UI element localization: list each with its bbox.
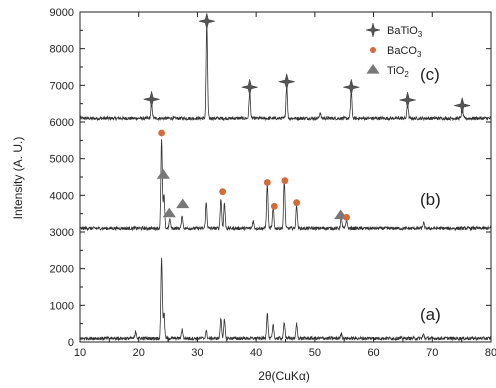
- legend-label-text: BaCO: [387, 45, 417, 57]
- legend-label-text: TiO: [387, 65, 405, 77]
- circle-marker-1-7: [281, 177, 289, 185]
- legend-label-0: BaTiO3: [387, 25, 423, 39]
- series-line-1: [79, 139, 492, 232]
- star-marker-0-2: [241, 79, 258, 96]
- legend-label-subscript: 3: [417, 50, 422, 59]
- circle-marker-1-5: [263, 179, 271, 186]
- star-marker-0-0: [143, 91, 160, 108]
- y-tick-label-5: 5000: [50, 154, 74, 166]
- legend-star-icon: [365, 22, 381, 38]
- star-marker-0-5: [399, 91, 416, 109]
- star-marker-0-1: [198, 13, 215, 30]
- x-tick-label-0: 10: [74, 347, 86, 359]
- legend-label-subscript: 3: [418, 30, 423, 39]
- triangle-marker-1-3: [176, 198, 190, 209]
- x-tick-label-6: 70: [426, 347, 438, 359]
- legend-label-subscript: 2: [404, 70, 409, 79]
- series-label-1: (b): [420, 190, 441, 209]
- x-tick-label-7: 80: [485, 347, 496, 359]
- legend-label-2: TiO2: [387, 65, 409, 79]
- axes: [79, 11, 492, 343]
- y-axis-label: Intensity (A. U.): [11, 137, 25, 220]
- star-marker-0-3: [278, 73, 295, 90]
- series-curves: [79, 23, 492, 342]
- triangle-marker-1-2: [162, 207, 176, 218]
- series-line-0: [79, 23, 491, 122]
- series-label-2: (a): [420, 305, 441, 324]
- tick-labels: 10 20 30 40 50 60 70 80 0 1000 2000 3000 4000 5000 600…: [50, 7, 496, 359]
- x-tick-label-1: 20: [133, 347, 145, 359]
- triangle-marker-1-1: [156, 169, 170, 179]
- y-tick-label-0: 0: [68, 337, 74, 349]
- legend-circle-icon: [370, 47, 376, 53]
- star-marker-0-6: [454, 97, 471, 114]
- legend-label-1: BaCO3: [387, 45, 422, 59]
- y-tick-label-9: 9000: [50, 7, 74, 19]
- peak-markers: [143, 13, 471, 221]
- circle-marker-1-8: [293, 199, 301, 207]
- x-tick-label-2: 30: [191, 347, 203, 359]
- y-tick-label-4: 4000: [50, 190, 74, 202]
- y-tick-label-8: 8000: [50, 44, 74, 56]
- star-marker-0-4: [343, 79, 360, 96]
- legend-triangle-icon: [366, 64, 380, 74]
- x-tick-label-3: 40: [250, 347, 262, 359]
- series-label-0: (c): [420, 65, 440, 84]
- circle-marker-1-0: [158, 129, 166, 137]
- y-tick-label-7: 7000: [50, 80, 74, 92]
- series-line-2: [79, 257, 492, 342]
- y-tick-label-6: 6000: [50, 117, 74, 129]
- circle-marker-1-10: [343, 213, 350, 221]
- circle-marker-1-6: [270, 202, 278, 210]
- y-tick-label-2: 2000: [50, 264, 74, 276]
- y-tick-label-1: 1000: [50, 300, 74, 312]
- legend-label-text: BaTiO: [387, 25, 418, 37]
- x-tick-label-5: 60: [367, 347, 379, 359]
- series-labels: (c) (b) (a): [420, 65, 441, 324]
- x-axis-label: 2θ(CuKα): [258, 369, 310, 383]
- circle-marker-1-4: [219, 188, 227, 196]
- x-tick-label-4: 50: [309, 347, 321, 359]
- y-tick-label-3: 3000: [50, 227, 74, 239]
